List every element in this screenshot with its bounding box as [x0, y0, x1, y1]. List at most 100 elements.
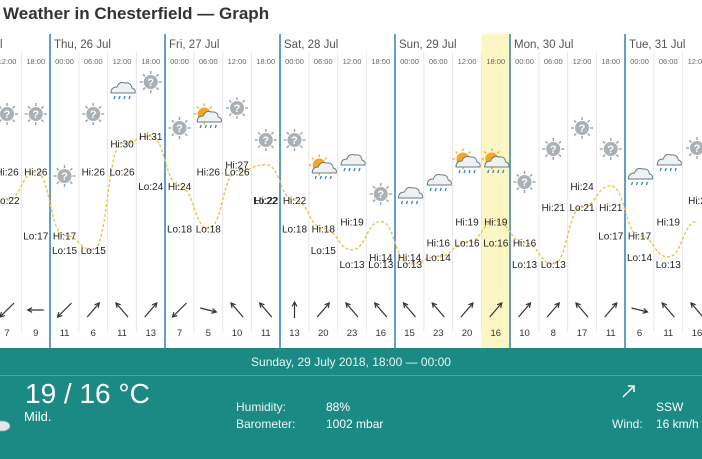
wind-speed: 16	[490, 328, 501, 339]
wind-speed: 20	[318, 328, 329, 339]
humidity-label: Humidity:	[236, 400, 287, 414]
day-label: Thu, 26 Jul	[54, 39, 111, 51]
wind-speed: 20	[462, 328, 473, 339]
unknown-weather-icon: ?	[686, 137, 702, 159]
time-label: 06:00	[544, 57, 563, 66]
svg-text:?: ?	[234, 103, 241, 115]
wind-speed: 11	[606, 328, 616, 339]
temp-label: Lo:14	[426, 253, 451, 264]
wind-speed: 11	[117, 328, 127, 339]
temp-label: Hi:17	[628, 232, 652, 243]
time-label: 00:00	[400, 57, 419, 66]
wind-direction-icon	[402, 302, 416, 318]
temp-label: Hi:18	[312, 225, 336, 236]
temp-label: Lo:14	[627, 253, 652, 264]
svg-text:?: ?	[521, 177, 528, 189]
svg-text:?: ?	[291, 135, 298, 147]
temp-label: Lo:13	[541, 260, 566, 271]
day-label: Tue, 31 Jul	[629, 39, 685, 51]
time-label: 00:00	[55, 57, 74, 66]
wind-direction-icon	[171, 302, 187, 318]
unknown-weather-icon: ?	[82, 103, 105, 125]
temp-label: Lo:26	[224, 168, 249, 179]
wind-speed: 23	[433, 328, 444, 339]
time-label: 06:00	[314, 57, 333, 66]
unknown-weather-icon: ?	[542, 138, 565, 160]
wind-direction-icon	[631, 307, 649, 314]
temp-label: Hi:21	[599, 203, 623, 214]
wind-direction-icon	[230, 302, 244, 318]
time-label: 12:00	[113, 57, 132, 66]
wind-direction-icon	[575, 302, 589, 318]
page-title: Weather in Chesterfield — Graph	[3, 4, 270, 23]
selected-period-highlight	[481, 34, 511, 348]
time-label: 06:00	[199, 57, 218, 66]
wind-speed: 15	[404, 328, 415, 339]
svg-text:?: ?	[550, 144, 557, 156]
wind-direction-icon	[144, 302, 158, 318]
day-label: l	[0, 39, 3, 51]
temp-label: Hi:14	[398, 253, 422, 264]
wind-direction-icon	[316, 302, 331, 318]
unknown-weather-icon: ?	[139, 71, 162, 93]
time-label: 12:00	[458, 57, 477, 66]
humidity-value: 88%	[326, 400, 351, 414]
wind-direction-icon	[115, 302, 129, 318]
wind-speed: 13	[145, 328, 156, 339]
wind-direction-icon	[26, 307, 44, 313]
wind-direction-icon	[0, 302, 15, 318]
temp-label: Lo:22	[253, 196, 278, 207]
svg-text:?: ?	[61, 171, 68, 183]
wind-direction-icon	[661, 302, 675, 318]
wind-speed: 23	[347, 328, 358, 339]
wind-direction-icon	[690, 302, 702, 317]
cloud-rain-icon	[627, 168, 654, 186]
temp-label: Hi:26	[197, 168, 221, 179]
wind-direction-icon	[373, 302, 388, 318]
svg-text:?: ?	[32, 109, 39, 121]
unknown-weather-icon: ?	[0, 103, 18, 125]
time-label: 18:00	[601, 57, 620, 66]
temp-label: Lo:15	[311, 246, 336, 257]
time-label: 18:00	[371, 57, 390, 66]
unknown-weather-icon: ?	[599, 138, 622, 160]
day-label: Mon, 30 Jul	[514, 39, 573, 51]
temp-label: Lo:17	[23, 232, 48, 243]
time-label: 12:00	[0, 57, 16, 66]
time-label: 00:00	[515, 57, 534, 66]
weather-graph[interactable]: Thu, 26 Jul Fri, 27 Jul Sat, 28 Jul Sun, 29…	[0, 34, 702, 348]
wind-speed: 16	[692, 328, 702, 339]
wind-speed: 17	[577, 328, 588, 339]
cloud-rain-icon	[426, 174, 452, 192]
temp-label: Lo:13	[397, 260, 422, 271]
time-label: 00:00	[285, 57, 304, 66]
unknown-weather-icon: ?	[369, 183, 392, 205]
wind-direction-icon	[546, 302, 561, 318]
wind-speed: 7	[177, 328, 182, 339]
time-label: 18:00	[26, 57, 45, 66]
wind-direction-icon	[460, 302, 474, 318]
temp-label: Hi:26	[24, 168, 48, 179]
wind-direction-icon	[56, 302, 72, 318]
temp-label: Hi:31	[139, 132, 163, 143]
svg-text:?: ?	[4, 109, 11, 121]
wind-speed: 11	[60, 328, 70, 339]
wind-speed: 10	[232, 328, 243, 339]
sun-cloud-rain-icon	[308, 154, 337, 180]
svg-text:?: ?	[694, 143, 701, 155]
wind-direction-icon	[200, 307, 218, 314]
time-label: 18:00	[256, 57, 275, 66]
unknown-weather-icon: ?	[168, 117, 191, 139]
unknown-weather-icon: ?	[571, 117, 593, 139]
temp-label: Hi:24	[168, 182, 192, 193]
time-label: 12:00	[343, 57, 362, 66]
svg-text:?: ?	[262, 135, 269, 147]
svg-text:?: ?	[377, 189, 384, 201]
unknown-weather-icon: ?	[513, 171, 536, 193]
detail-description: Mild.	[24, 409, 52, 424]
time-label: 00:00	[170, 57, 189, 66]
wind-direction-icon	[518, 302, 532, 318]
time-label: 00:00	[630, 57, 649, 66]
temp-label: Hi:19	[657, 217, 681, 228]
time-label: 06:00	[84, 57, 103, 66]
